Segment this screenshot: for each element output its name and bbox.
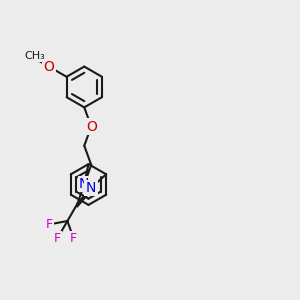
Text: N: N — [79, 177, 89, 191]
Text: O: O — [44, 60, 54, 74]
Text: CH₃: CH₃ — [24, 51, 45, 61]
Text: O: O — [86, 119, 97, 134]
Text: F: F — [45, 218, 52, 231]
Text: F: F — [54, 232, 61, 245]
Text: N: N — [86, 181, 96, 195]
Text: F: F — [70, 232, 77, 245]
